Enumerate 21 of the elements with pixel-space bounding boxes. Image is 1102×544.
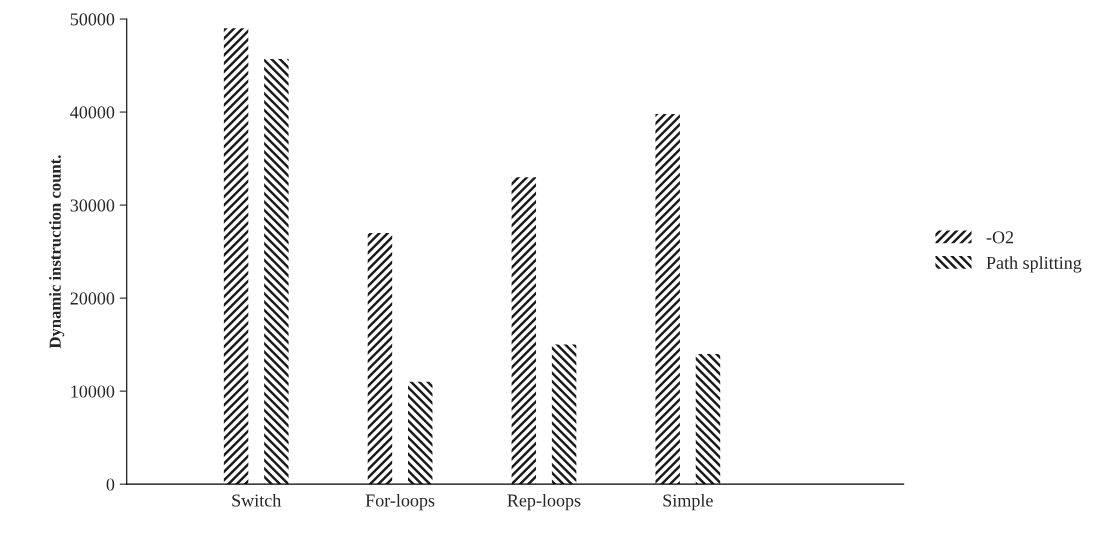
y-tick-label: 10000	[71, 385, 115, 398]
bar	[408, 381, 433, 485]
y-axis-title: Dynamic instruction count.	[49, 155, 65, 349]
y-tick-label: 0	[106, 478, 115, 491]
x-tick-label: Simple	[663, 493, 713, 511]
bar	[511, 177, 537, 485]
bar	[695, 353, 721, 485]
y-tick-label: 20000	[70, 292, 115, 305]
y-tick-label: 30000	[70, 199, 115, 212]
x-tick-label: Switch	[232, 493, 282, 507]
bar	[223, 28, 249, 485]
x-tick-label: Rep-loops	[507, 493, 581, 511]
y-tick-label: 40000	[70, 106, 115, 119]
bar	[264, 59, 289, 485]
legend-label: Path splitting	[986, 256, 1082, 273]
bar	[551, 344, 577, 485]
bar	[655, 113, 680, 485]
legend-label: -O2	[986, 231, 1014, 244]
x-tick-label: For-loops	[365, 493, 435, 511]
y-tick-label: 50000	[70, 13, 115, 26]
bar	[367, 233, 393, 485]
